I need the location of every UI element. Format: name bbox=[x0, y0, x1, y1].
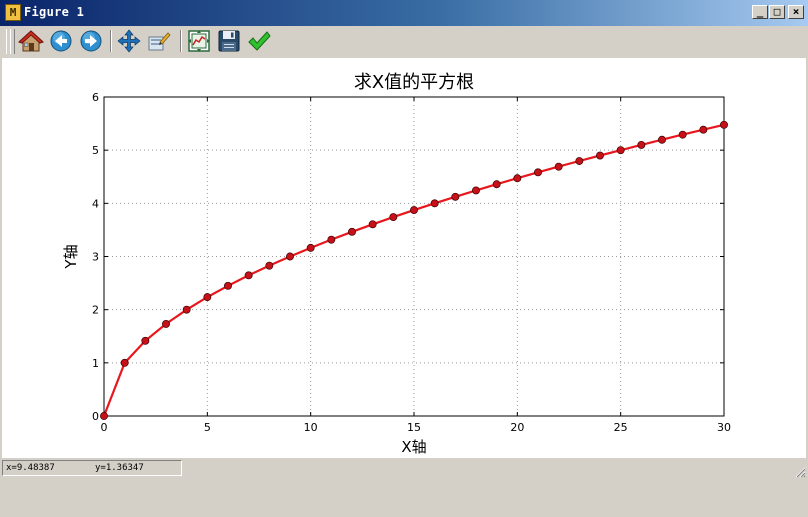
y-tick-label: 2 bbox=[92, 304, 99, 317]
x-tick-label: 30 bbox=[717, 421, 731, 434]
data-point bbox=[410, 206, 418, 215]
data-point bbox=[720, 120, 728, 129]
data-point bbox=[554, 162, 563, 171]
save-button[interactable] bbox=[216, 28, 242, 54]
home-button[interactable] bbox=[18, 28, 44, 54]
data-point bbox=[699, 125, 708, 134]
toolbar-separator bbox=[110, 30, 112, 52]
home-icon bbox=[18, 30, 44, 52]
y-tick-label: 1 bbox=[92, 357, 99, 370]
x-tick-label: 15 bbox=[407, 421, 421, 434]
configure-subplots-button[interactable] bbox=[186, 28, 212, 54]
toolbar-separator bbox=[180, 30, 182, 52]
data-point bbox=[224, 281, 232, 290]
checkmark-icon bbox=[248, 31, 271, 51]
data-point bbox=[637, 140, 646, 149]
back-arrow-icon bbox=[50, 30, 72, 52]
cursor-y-readout: y=1.36347 bbox=[95, 463, 144, 473]
zoom-button[interactable] bbox=[146, 28, 172, 54]
data-point bbox=[658, 135, 666, 144]
status-bar: x=9.48387 y=1.36347 bbox=[0, 458, 808, 480]
data-point bbox=[162, 319, 170, 328]
toolbar bbox=[0, 26, 808, 58]
forward-arrow-icon bbox=[80, 30, 102, 52]
back-button[interactable] bbox=[48, 28, 74, 54]
data-point bbox=[368, 220, 377, 229]
app-icon: M bbox=[5, 4, 21, 21]
data-point bbox=[203, 293, 212, 302]
maximize-button[interactable]: □ bbox=[769, 5, 785, 19]
x-tick-label: 25 bbox=[614, 421, 628, 434]
grid bbox=[104, 97, 724, 416]
window-title: Figure 1 bbox=[24, 5, 85, 19]
resize-grip-icon[interactable] bbox=[794, 466, 806, 478]
data-point bbox=[348, 227, 356, 236]
chart-title: 求X值的平方根 bbox=[354, 72, 474, 93]
axis-ticks: 0 5 10 15 20 25 30 0 1 2 3 4 5 6 bbox=[92, 91, 731, 434]
data-point bbox=[306, 243, 315, 252]
cursor-x-readout: x=9.48387 bbox=[6, 463, 55, 473]
cursor-coordinates: x=9.48387 y=1.36347 bbox=[2, 460, 182, 476]
data-point bbox=[678, 130, 687, 139]
data-point bbox=[120, 358, 129, 367]
data-point bbox=[286, 252, 294, 261]
data-point bbox=[534, 168, 542, 177]
x-tick-label: 5 bbox=[204, 421, 211, 434]
series-markers bbox=[100, 120, 728, 420]
pan-button[interactable] bbox=[116, 28, 142, 54]
x-tick-label: 0 bbox=[101, 421, 108, 434]
floppy-disk-icon bbox=[218, 30, 240, 52]
edit-axes-button[interactable] bbox=[246, 28, 272, 54]
x-tick-label: 20 bbox=[510, 421, 524, 434]
y-tick-label: 4 bbox=[92, 197, 99, 210]
figure-canvas[interactable]: 0 5 10 15 20 25 30 0 1 2 3 4 5 6 求X值的平方根 X轴 Y轴 bbox=[2, 58, 806, 458]
data-point bbox=[244, 271, 253, 280]
data-point bbox=[492, 180, 501, 189]
data-point bbox=[472, 186, 480, 195]
data-point bbox=[265, 261, 274, 270]
toolbar-grip[interactable] bbox=[10, 29, 15, 54]
subplots-icon bbox=[188, 30, 210, 52]
data-point bbox=[575, 157, 584, 165]
line-chart[interactable]: 0 5 10 15 20 25 30 0 1 2 3 4 5 6 求X值的平方根 X轴 Y轴 bbox=[2, 58, 806, 458]
y-tick-label: 6 bbox=[92, 91, 99, 104]
series-line bbox=[102, 123, 725, 417]
x-axis-label: X轴 bbox=[401, 438, 426, 456]
y-axis-label: Y轴 bbox=[62, 244, 80, 269]
data-point bbox=[182, 305, 191, 314]
data-point bbox=[451, 192, 460, 201]
data-point bbox=[141, 336, 150, 345]
data-point bbox=[100, 412, 108, 420]
data-point bbox=[513, 174, 522, 183]
y-tick-label: 5 bbox=[92, 144, 99, 157]
zoom-rect-icon bbox=[148, 32, 171, 51]
data-point bbox=[596, 151, 604, 160]
data-point bbox=[327, 235, 336, 244]
window-titlebar[interactable]: M Figure 1 _ □ × bbox=[0, 0, 808, 26]
data-point bbox=[389, 213, 398, 222]
forward-button[interactable] bbox=[78, 28, 104, 54]
move-icon bbox=[117, 29, 141, 53]
minimize-button[interactable]: _ bbox=[752, 5, 768, 19]
data-point bbox=[430, 199, 439, 208]
y-tick-label: 0 bbox=[92, 410, 99, 423]
y-tick-label: 3 bbox=[92, 251, 99, 264]
x-tick-label: 10 bbox=[304, 421, 318, 434]
close-button[interactable]: × bbox=[788, 5, 804, 19]
data-point bbox=[616, 146, 625, 155]
